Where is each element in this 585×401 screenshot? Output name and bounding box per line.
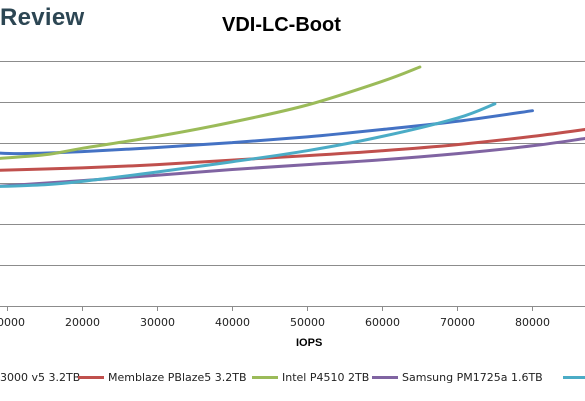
legend-item: Samsung PM1725a 1.6TB xyxy=(372,371,543,384)
legend-item: Memblaze PBlaze5 3.2TB xyxy=(78,371,247,384)
chart-title: VDI-LC-Boot xyxy=(222,14,341,36)
legend-swatch xyxy=(252,376,278,379)
site-logo-text: Review xyxy=(0,4,85,31)
legend-label: Intel P4510 2TB xyxy=(282,371,370,384)
x-tick-label: 60000 xyxy=(365,316,400,329)
series-line-2 xyxy=(0,65,422,160)
legend-item: Tos xyxy=(563,371,585,384)
legend-swatch xyxy=(78,376,104,379)
legend-swatch xyxy=(372,376,398,379)
legend-swatch xyxy=(563,376,585,379)
legend-label: 3000 v5 3.2TB xyxy=(0,371,81,384)
legend-item: 3000 v5 3.2TB xyxy=(0,371,80,384)
x-tick-label: 40000 xyxy=(215,316,250,329)
legend-label: Memblaze PBlaze5 3.2TB xyxy=(108,371,247,384)
x-tick-label: 80000 xyxy=(515,316,550,329)
series-line-1 xyxy=(0,128,585,172)
chart-legend: 3000 v5 3.2TB Memblaze PBlaze5 3.2TB Intel… xyxy=(0,371,585,389)
x-tick-label: 20000 xyxy=(65,316,100,329)
x-axis-title: IOPS xyxy=(296,337,323,349)
x-tick-label: 30000 xyxy=(140,316,175,329)
x-tick-label: 10000 xyxy=(0,316,25,329)
x-tick-label: 50000 xyxy=(290,316,325,329)
series-line-4 xyxy=(0,102,497,188)
legend-label: Samsung PM1725a 1.6TB xyxy=(402,371,543,384)
x-tick-label: 70000 xyxy=(440,316,475,329)
legend-item: Intel P4510 2TB xyxy=(252,371,369,384)
